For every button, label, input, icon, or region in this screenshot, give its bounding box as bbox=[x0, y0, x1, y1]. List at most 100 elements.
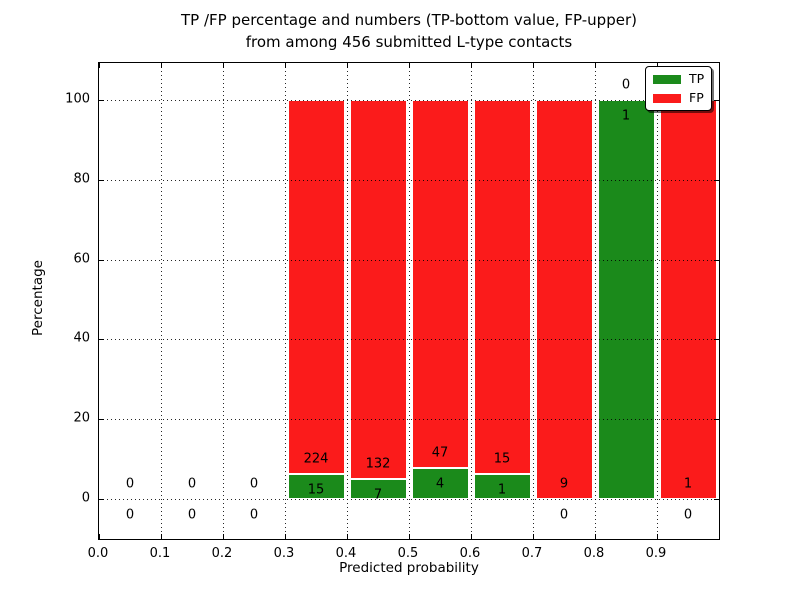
count-labels-layer: 0 0 0 0 0 0 224 15 132 7 47 4 15 1 9 0 0 1 1 0 bbox=[99, 63, 719, 539]
fp-count-label: 47 bbox=[431, 445, 449, 461]
x-tick-label: 0.7 bbox=[521, 546, 543, 561]
x-tick-label: 0.2 bbox=[211, 546, 233, 561]
y-tick-mark-right bbox=[714, 419, 719, 421]
legend: TP FP bbox=[645, 66, 713, 111]
x-tick-label: 0.5 bbox=[397, 546, 419, 561]
chart-title: TP /FP percentage and numbers (TP-bottom… bbox=[98, 9, 720, 53]
legend-label-fp: FP bbox=[689, 90, 704, 105]
x-tick-mark bbox=[595, 534, 596, 539]
y-tick-mark-right bbox=[714, 180, 719, 182]
tp-count-label: 4 bbox=[435, 476, 445, 492]
bar-segment-tp bbox=[473, 473, 531, 499]
y-tick-label: 0 bbox=[81, 490, 90, 506]
x-tick-mark bbox=[161, 534, 162, 539]
tp-count-label: 0 bbox=[249, 507, 259, 523]
y-tick-mark-right bbox=[714, 259, 719, 261]
tp-count-label: 0 bbox=[187, 507, 197, 523]
bar-segment-fp bbox=[535, 100, 593, 499]
x-tick-label: 0.6 bbox=[459, 546, 481, 561]
bar-segment-fp bbox=[411, 100, 469, 468]
x-gridline bbox=[409, 63, 410, 539]
x-tick-mark-top bbox=[409, 63, 410, 68]
y-gridline bbox=[99, 180, 719, 182]
y-tick-label: 100 bbox=[65, 91, 90, 107]
y-tick-mark bbox=[99, 498, 104, 500]
x-tick-mark-top bbox=[223, 63, 224, 68]
x-tick-mark bbox=[657, 534, 658, 539]
x-tick-mark bbox=[347, 534, 348, 539]
fp-count-label: 1 bbox=[683, 476, 693, 492]
x-axis-label: Predicted probability bbox=[339, 560, 479, 576]
bars-layer bbox=[99, 63, 719, 539]
fp-count-label: 224 bbox=[303, 451, 329, 467]
chart-title-line1: TP /FP percentage and numbers (TP-bottom… bbox=[181, 11, 637, 29]
y-tick-mark-right bbox=[714, 339, 719, 341]
tp-count-label: 1 bbox=[621, 108, 631, 124]
y-tick-mark bbox=[99, 339, 104, 341]
x-tick-mark-top bbox=[533, 63, 534, 68]
x-gridline bbox=[347, 63, 348, 539]
y-gridline bbox=[99, 339, 719, 341]
x-tick-label: 0.0 bbox=[87, 546, 109, 561]
x-tick-label: 0.8 bbox=[583, 546, 605, 561]
axis-ticks-layer bbox=[99, 63, 719, 539]
fp-count-label: 0 bbox=[125, 476, 135, 492]
x-gridline bbox=[657, 63, 658, 539]
x-tick-mark-top bbox=[285, 63, 286, 68]
y-tick-label: 20 bbox=[73, 410, 90, 426]
x-gridline bbox=[471, 63, 472, 539]
y-tick-label: 80 bbox=[73, 171, 90, 187]
plot-area: 0 0 0 0 0 0 224 15 132 7 47 4 15 1 9 0 0 1 1 0 bbox=[98, 62, 720, 540]
y-tick-mark-right bbox=[714, 100, 719, 102]
legend-label-tp: TP bbox=[689, 71, 705, 86]
tp-color-swatch bbox=[653, 74, 681, 84]
tp-count-label: 0 bbox=[683, 507, 693, 523]
x-tick-mark bbox=[99, 534, 100, 539]
bar-segment-tp bbox=[287, 473, 345, 499]
legend-entry-tp: TP bbox=[653, 72, 704, 86]
y-tick-mark-right bbox=[714, 498, 719, 500]
fp-color-swatch bbox=[653, 93, 681, 103]
x-tick-mark bbox=[409, 534, 410, 539]
fp-count-label: 15 bbox=[493, 451, 511, 467]
y-gridline bbox=[99, 100, 719, 102]
tp-count-label: 0 bbox=[559, 507, 569, 523]
x-tick-label: 0.4 bbox=[335, 546, 357, 561]
x-tick-label: 0.3 bbox=[273, 546, 295, 561]
y-axis-label: Percentage bbox=[30, 260, 46, 336]
chart-title-line2: from among 456 submitted L-type contacts bbox=[245, 33, 573, 51]
y-tick-mark bbox=[99, 419, 104, 421]
y-tick-label: 40 bbox=[73, 330, 90, 346]
bar-segment-tp bbox=[411, 467, 469, 499]
x-tick-label: 0.9 bbox=[645, 546, 667, 561]
fp-count-label: 132 bbox=[365, 456, 391, 472]
y-tick-mark bbox=[99, 180, 104, 182]
x-tick-mark-top bbox=[347, 63, 348, 68]
x-tick-mark bbox=[285, 534, 286, 539]
x-tick-mark-top bbox=[471, 63, 472, 68]
x-tick-mark bbox=[533, 534, 534, 539]
tp-count-label: 1 bbox=[497, 482, 507, 498]
y-tick-mark bbox=[99, 259, 104, 261]
bar-segment-fp bbox=[287, 100, 345, 474]
y-gridline bbox=[99, 419, 719, 421]
bar-segment-tp bbox=[597, 100, 655, 499]
tp-count-label: 7 bbox=[373, 487, 383, 503]
y-gridline bbox=[99, 259, 719, 261]
bar-segment-fp bbox=[659, 100, 717, 499]
fp-count-label: 0 bbox=[187, 476, 197, 492]
x-tick-mark bbox=[223, 534, 224, 539]
x-tick-label: 0.1 bbox=[149, 546, 171, 561]
fp-count-label: 0 bbox=[621, 77, 631, 93]
tp-count-label: 15 bbox=[307, 482, 325, 498]
x-gridline bbox=[533, 63, 534, 539]
x-tick-mark-top bbox=[161, 63, 162, 68]
x-tick-mark bbox=[471, 534, 472, 539]
legend-entry-fp: FP bbox=[653, 91, 704, 105]
bar-segment-fp bbox=[473, 100, 531, 474]
x-tick-mark-top bbox=[99, 63, 100, 68]
bar-segment-fp bbox=[349, 100, 407, 479]
fp-count-label: 9 bbox=[559, 476, 569, 492]
fp-count-label: 0 bbox=[249, 476, 259, 492]
